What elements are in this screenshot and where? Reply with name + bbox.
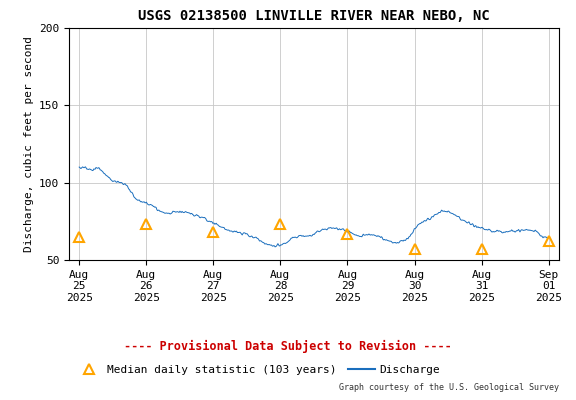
- Text: Graph courtesy of the U.S. Geological Survey: Graph courtesy of the U.S. Geological Su…: [339, 383, 559, 392]
- Y-axis label: Discharge, cubic feet per second: Discharge, cubic feet per second: [24, 36, 33, 252]
- Title: USGS 02138500 LINVILLE RIVER NEAR NEBO, NC: USGS 02138500 LINVILLE RIVER NEAR NEBO, …: [138, 9, 490, 23]
- Text: ---- Provisional Data Subject to Revision ----: ---- Provisional Data Subject to Revisio…: [124, 340, 452, 352]
- Legend: Median daily statistic (103 years), Discharge: Median daily statistic (103 years), Disc…: [75, 365, 441, 375]
